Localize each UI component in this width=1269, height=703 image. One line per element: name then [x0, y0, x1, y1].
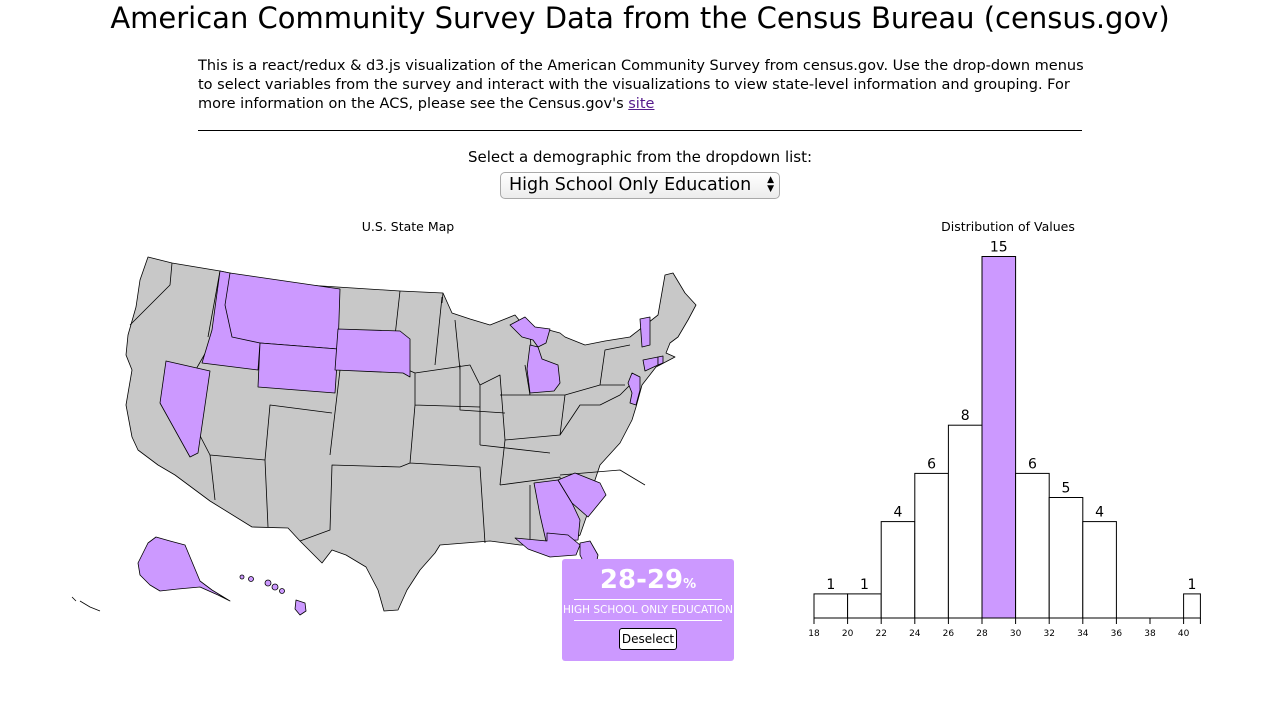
state-new-jersey[interactable] — [627, 372, 641, 406]
state-rhode-island[interactable] — [657, 355, 664, 366]
tooltip-demographic: HIGH SCHOOL ONLY EDUCATION — [562, 604, 734, 616]
x-tick-label: 38 — [1144, 629, 1156, 639]
state-hawaii[interactable] — [239, 574, 307, 616]
us-state-map[interactable] — [60, 245, 710, 630]
histogram-bar[interactable] — [981, 256, 1017, 619]
x-tick-label: 26 — [943, 629, 955, 639]
histogram-bar[interactable] — [880, 521, 916, 619]
histogram: 1 1 4 6 8 15 6 5 4 1 18 20 22 24 26 28 30 32 34 36 38 40 — [808, 240, 1201, 639]
bar-value-label: 15 — [990, 240, 1008, 256]
state-montana[interactable] — [219, 272, 341, 350]
bar-value-label: 5 — [1062, 481, 1071, 497]
histogram-bar[interactable] — [947, 424, 983, 619]
state-wyoming[interactable] — [257, 342, 339, 394]
state-vermont[interactable] — [639, 316, 651, 348]
histogram-title: Distribution of Values — [941, 219, 1075, 234]
deselect-button[interactable]: Deselect — [619, 628, 677, 650]
bar-value-label: 1 — [860, 577, 869, 593]
census-site-link[interactable]: site — [628, 96, 655, 112]
tooltip-range-value: 28-29 — [599, 565, 684, 595]
state-south-carolina[interactable] — [557, 472, 607, 518]
histogram-bar[interactable] — [914, 472, 949, 619]
intro-paragraph: This is a react/redux & d3.js visualizat… — [198, 57, 1088, 114]
bar-value-label: 8 — [961, 408, 970, 424]
intro-text: This is a react/redux & d3.js visualizat… — [198, 58, 1084, 112]
histogram-bar[interactable] — [813, 593, 849, 619]
state-south-dakota[interactable] — [334, 328, 411, 378]
tooltip-divider — [574, 599, 722, 600]
x-tick-label: 18 — [808, 629, 820, 639]
histogram-bar[interactable] — [1183, 593, 1201, 619]
demographic-select[interactable]: High School Only Education ▲ ▼ — [500, 172, 780, 199]
state-michigan[interactable] — [509, 316, 561, 394]
histogram-bar[interactable] — [847, 593, 882, 619]
x-tick-label: 28 — [976, 629, 988, 639]
histogram-bar[interactable] — [1048, 497, 1084, 619]
tooltip-unit: % — [683, 577, 697, 592]
bar-value-label: 6 — [1028, 456, 1037, 472]
x-tick-label: 22 — [875, 629, 886, 639]
bar-value-label: 1 — [826, 577, 835, 593]
demographic-select-value: High School Only Education — [509, 175, 752, 195]
contiguous-us[interactable] — [125, 256, 697, 612]
bar-value-label: 4 — [894, 505, 903, 521]
x-tick-label: 34 — [1077, 629, 1089, 639]
divider — [198, 130, 1082, 131]
bar-value-label: 6 — [927, 456, 936, 472]
select-arrows-icon: ▲ ▼ — [767, 175, 774, 194]
bar-value-label: 4 — [1095, 505, 1104, 521]
x-tick-label: 32 — [1043, 629, 1054, 639]
select-label: Select a demographic from the dropdown l… — [467, 148, 813, 166]
state-nevada[interactable] — [159, 360, 211, 458]
map-title: U.S. State Map — [361, 219, 455, 234]
x-tick-label: 20 — [842, 629, 854, 639]
bar-value-label: 1 — [1188, 577, 1197, 593]
x-tick-label: 24 — [909, 629, 921, 639]
histogram-bar[interactable] — [1015, 472, 1050, 619]
tooltip-range: 28-29% — [562, 564, 734, 601]
selection-tooltip: 28-29% HIGH SCHOOL ONLY EDUCATION Desele… — [562, 559, 734, 661]
x-tick-label: 30 — [1010, 629, 1022, 639]
state-alaska[interactable] — [137, 536, 231, 602]
x-tick-label: 40 — [1178, 629, 1190, 639]
histogram-bar[interactable] — [1082, 521, 1117, 619]
tooltip-divider — [574, 620, 722, 621]
x-tick-label: 36 — [1111, 629, 1123, 639]
page-title: American Community Survey Data from the … — [110, 1, 1170, 35]
